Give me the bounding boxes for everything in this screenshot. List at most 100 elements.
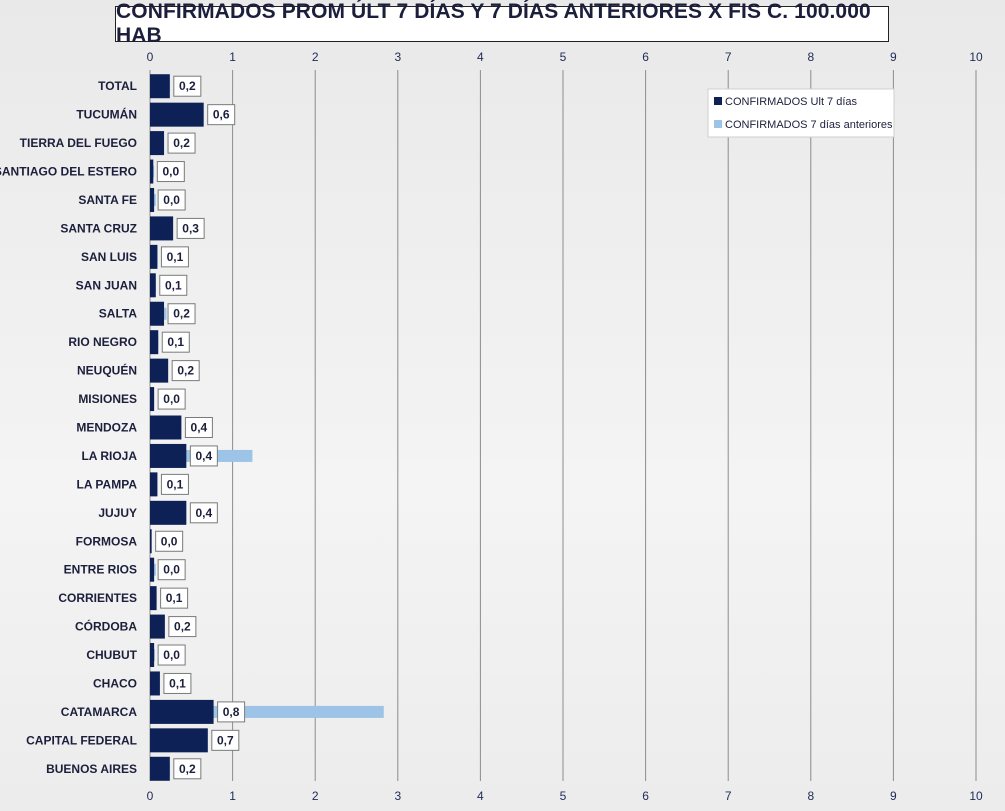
bar-last-7-days <box>150 301 165 326</box>
category-label: TIERRA DEL FUEGO <box>20 136 137 150</box>
data-label-text: 0,1 <box>169 676 186 690</box>
tick-label-top-1: 1 <box>229 50 236 64</box>
category-label: TUCUMÁN <box>76 107 137 122</box>
legend-label-last-7-days: CONFIRMADOS Ult 7 días <box>725 96 858 108</box>
data-label-box <box>173 758 202 780</box>
bar-last-7-days <box>150 557 155 582</box>
data-label-box <box>207 104 236 126</box>
legend: CONFIRMADOS Ult 7 días CONFIRMADOS 7 días… <box>707 88 895 138</box>
legend-label-previous-7-days: CONFIRMADOS 7 días anteriores <box>725 119 893 131</box>
bar-last-7-days <box>150 330 159 355</box>
data-label: 0,0 <box>157 388 186 410</box>
data-label-text: 0,2 <box>179 79 196 93</box>
category-label: SALTA <box>99 307 138 321</box>
data-label-text: 0,4 <box>196 449 213 463</box>
data-label-box <box>173 75 202 97</box>
category-label: ENTRE RIOS <box>64 563 137 577</box>
tick-label-bottom-10: 10 <box>969 789 983 803</box>
data-label-text: 0,0 <box>163 648 180 662</box>
tick-label-top-9: 9 <box>890 50 897 64</box>
data-label-text: 0,0 <box>161 534 178 548</box>
tick-label-bottom-4: 4 <box>477 789 484 803</box>
category-label: FORMOSA <box>76 534 138 548</box>
data-label-text: 0,4 <box>191 421 208 435</box>
bar-last-7-days <box>150 472 158 497</box>
bar-last-7-days <box>150 387 155 412</box>
data-label-text: 0,2 <box>179 762 196 776</box>
data-labels: 0,20,60,20,00,00,30,10,10,20,10,20,00,40… <box>155 75 246 780</box>
bar-last-7-days <box>150 586 157 611</box>
data-label-box <box>160 587 189 609</box>
category-label: CÓRDOBA <box>75 619 137 634</box>
data-label-box <box>157 388 186 410</box>
data-label: 0,2 <box>167 303 196 325</box>
data-label: 0,8 <box>217 701 246 723</box>
data-label-box <box>155 530 184 552</box>
tick-label-bottom-6: 6 <box>642 789 649 803</box>
data-label: 0,3 <box>176 217 205 239</box>
data-label: 0,0 <box>156 161 185 183</box>
category-label: MENDOZA <box>76 421 137 435</box>
data-label: 0,4 <box>184 417 213 438</box>
data-label-box <box>211 729 240 751</box>
category-label: JUJUY <box>98 506 137 520</box>
category-label: SANTA CRUZ <box>60 221 137 235</box>
category-label: CHACO <box>93 676 137 690</box>
data-label-text: 0,1 <box>167 335 184 349</box>
data-label-text: 0,1 <box>166 591 183 605</box>
x-axis-top-ticks: 0 1 2 3 4 5 6 7 8 9 10 <box>147 50 983 64</box>
category-labels: TOTAL TUCUMÁN TIERRA DEL FUEGO SANTIAGO DEL… <box>0 79 138 776</box>
data-label-box <box>161 331 190 353</box>
bar-last-7-days <box>150 102 204 127</box>
data-label: 0,1 <box>163 672 192 694</box>
category-label: CAPITAL FEDERAL <box>26 733 137 747</box>
data-label-box <box>156 161 185 183</box>
tick-label-bottom-7: 7 <box>725 789 732 803</box>
data-label-box <box>160 473 189 495</box>
category-label: LA RIOJA <box>81 449 137 463</box>
data-label: 0,1 <box>160 473 189 495</box>
bar-last-7-days <box>150 131 165 156</box>
tick-label-bottom-3: 3 <box>394 789 401 803</box>
data-label-text: 0,2 <box>174 620 191 634</box>
category-label: NEUQUÉN <box>77 363 137 378</box>
data-label-text: 0,0 <box>163 392 180 406</box>
data-label-text: 0,0 <box>163 193 180 207</box>
bar-last-7-days <box>150 529 152 554</box>
tick-label-bottom-5: 5 <box>560 789 567 803</box>
data-label: 0,4 <box>189 502 218 524</box>
category-label: SANTIAGO DEL ESTERO <box>0 165 137 179</box>
bar-last-7-days <box>150 216 174 241</box>
tick-label-top-0: 0 <box>147 50 154 64</box>
gridlines <box>149 70 977 781</box>
data-label-box <box>157 189 186 211</box>
tick-label-bottom-9: 9 <box>890 789 897 803</box>
data-label: 0,1 <box>161 331 190 353</box>
category-label: SAN LUIS <box>81 250 137 264</box>
data-label-box <box>167 132 196 154</box>
data-label-box <box>157 644 186 666</box>
data-label-text: 0,1 <box>167 477 184 491</box>
data-label: 0,7 <box>211 729 240 751</box>
bar-last-7-days <box>150 500 187 525</box>
bar-last-7-days <box>150 614 165 639</box>
data-label: 0,2 <box>173 758 202 780</box>
tick-label-top-8: 8 <box>807 50 814 64</box>
category-label: SANTA FE <box>78 193 137 207</box>
bar-last-7-days <box>150 699 214 724</box>
data-label-text: 0,1 <box>167 250 184 264</box>
category-label: BUENOS AIRES <box>46 762 137 776</box>
bar-last-7-days <box>150 671 160 696</box>
tick-label-bottom-0: 0 <box>147 789 154 803</box>
bar-last-7-days <box>150 244 158 269</box>
data-label: 0,2 <box>168 616 197 638</box>
tick-label-bottom-1: 1 <box>229 789 236 803</box>
data-label: 0,0 <box>157 189 186 211</box>
category-label: MISIONES <box>78 392 137 406</box>
data-label-box <box>171 360 200 382</box>
tick-label-top-4: 4 <box>477 50 484 64</box>
data-label: 0,4 <box>189 445 218 467</box>
tick-label-top-5: 5 <box>560 50 567 64</box>
data-label-box <box>176 217 205 239</box>
